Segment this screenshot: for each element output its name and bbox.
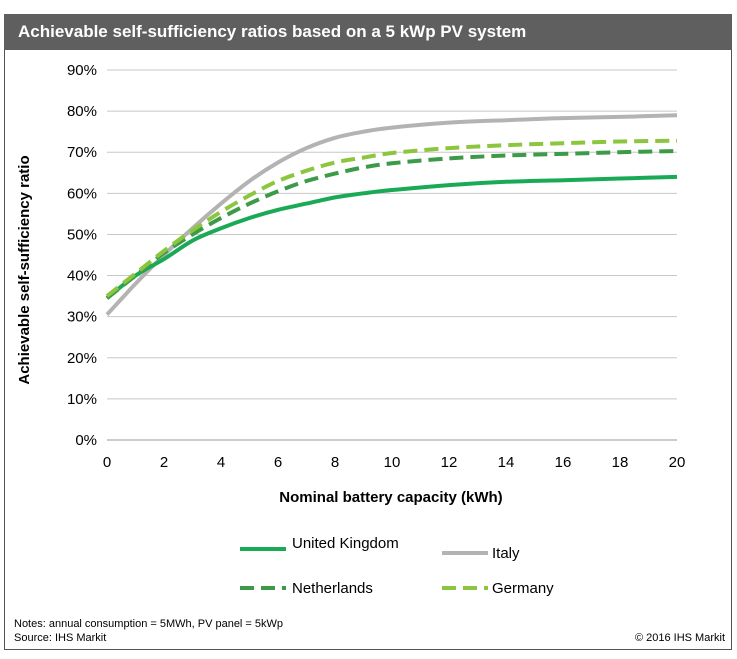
x-tick-labels: 0 2 4 6 8 10 12 14 16 18 20 bbox=[103, 454, 686, 471]
x-axis-title: Nominal battery capacity (kWh) bbox=[279, 489, 502, 506]
source-text: Source: IHS Markit bbox=[14, 632, 107, 644]
series-line-netherlands bbox=[105, 149, 678, 300]
title-bar: Achievable self-sufficiency ratios based… bbox=[4, 14, 732, 50]
x-tick-label: 12 bbox=[441, 454, 458, 471]
y-tick-label: 70% bbox=[67, 144, 97, 161]
copyright-text: © 2016 IHS Markit bbox=[634, 632, 725, 644]
y-tick-label: 20% bbox=[67, 350, 97, 367]
y-tick-label: 40% bbox=[67, 268, 97, 285]
series-line-italy bbox=[105, 113, 678, 316]
y-tick-label: 50% bbox=[67, 226, 97, 243]
y-tick-label: 30% bbox=[67, 309, 97, 326]
notes-text: Notes: annual consumption = 5MWh, PV pan… bbox=[14, 618, 284, 630]
x-tick-label: 20 bbox=[669, 454, 686, 471]
x-tick-label: 10 bbox=[384, 454, 401, 471]
x-tick-label: 4 bbox=[217, 454, 225, 471]
y-tick-label: 90% bbox=[67, 62, 97, 79]
x-tick-label: 14 bbox=[498, 454, 515, 471]
series-lines bbox=[105, 113, 678, 316]
chart-title: Achievable self-sufficiency ratios based… bbox=[18, 22, 527, 41]
y-tick-label: 10% bbox=[67, 391, 97, 408]
y-tick-labels: 0% 10% 20% 30% 40% 50% 60% 70% 80% 90% bbox=[67, 62, 97, 449]
chart-frame bbox=[4, 14, 732, 650]
gridlines bbox=[107, 69, 677, 441]
x-tick-label: 18 bbox=[612, 454, 629, 471]
x-tick-label: 8 bbox=[331, 454, 339, 471]
x-tick-label: 6 bbox=[274, 454, 282, 471]
x-tick-label: 16 bbox=[555, 454, 572, 471]
y-tick-label: 0% bbox=[75, 432, 97, 449]
legend-label: United Kingdom bbox=[292, 535, 399, 552]
legend-label: Netherlands bbox=[292, 580, 373, 597]
y-tick-label: 60% bbox=[67, 185, 97, 202]
y-tick-label: 80% bbox=[67, 103, 97, 120]
legend-label: Germany bbox=[492, 580, 554, 597]
legend: United Kingdom Italy Netherlands Germany bbox=[240, 535, 554, 597]
legend-label: Italy bbox=[492, 545, 520, 562]
x-tick-label: 0 bbox=[103, 454, 111, 471]
y-axis-title: Achievable self-sufficiency ratio bbox=[16, 155, 33, 384]
series-line-united-kingdom bbox=[105, 174, 678, 300]
series-line-germany bbox=[105, 138, 678, 298]
x-tick-label: 2 bbox=[160, 454, 168, 471]
